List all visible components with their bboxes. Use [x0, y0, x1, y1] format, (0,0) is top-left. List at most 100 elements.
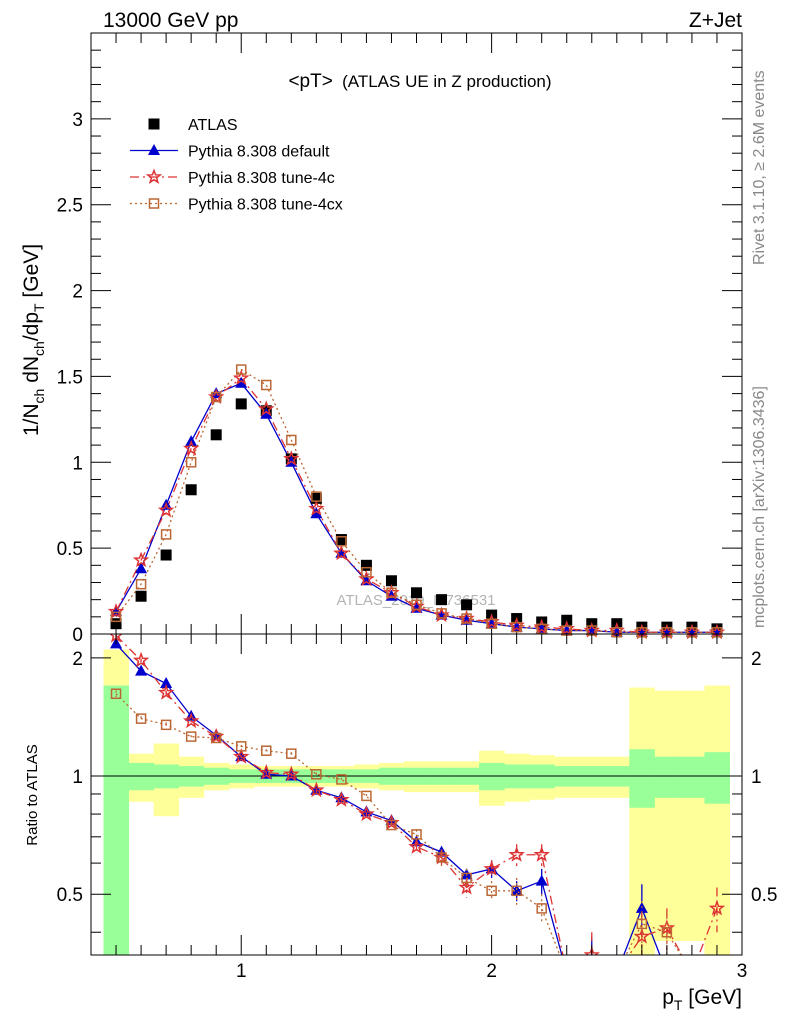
ratio-series-line-1: [115, 635, 718, 955]
ratio-series-2-point: [261, 745, 272, 756]
main-series-3-point: [185, 457, 197, 468]
main-series-3-point: [210, 391, 222, 403]
ratio-series-1-point: [358, 805, 375, 822]
ratio-series-2-point: [235, 741, 247, 752]
main-y-axis-label: 1/Nch dNch/dpT [GeV]: [20, 244, 47, 436]
ratio-series-2-point: [436, 852, 447, 863]
ratio-series-1-point: [708, 899, 726, 916]
ratio-band-green: [629, 749, 655, 808]
legend-marker: [145, 168, 163, 185]
ratio-series-0-point: [686, 966, 698, 977]
ratio-series-2-point: [486, 885, 497, 897]
main-series-3-point: [361, 566, 372, 578]
legend-marker: [148, 144, 160, 155]
ratio-frame-group: 0.5 0.5 1 1 2 2 1 2 3: [57, 633, 777, 982]
legend-entry: Pythia 8.308 default: [130, 144, 330, 161]
ratio-band-green: [128, 762, 155, 791]
main-series-0-point: [461, 599, 473, 611]
ratio-series-0-point: [561, 966, 573, 977]
main-series-1-point: [135, 562, 148, 574]
ratio-series-1-point: [611, 966, 623, 978]
ratio-series-0-point: [711, 966, 723, 977]
main-series-3-point: [536, 623, 547, 635]
legend-label: Pythia 8.308 default: [188, 144, 330, 161]
main-series-3-point: [261, 379, 272, 391]
main-series-0-point: [310, 492, 322, 504]
ratio-series-0-point: [160, 677, 173, 689]
legend-label: ATLAS: [188, 117, 238, 134]
main-series-0-point: [360, 559, 372, 571]
main-series-0-point: [135, 590, 147, 602]
main-series-2-point: [283, 450, 300, 466]
x-tick-label: 3: [737, 961, 748, 982]
mcplots-side-label: mcplots.cern.ch [arXiv:1306.3436]: [751, 386, 768, 628]
main-y-tick-label: 2.5: [57, 196, 83, 217]
ratio-series-2-point: [185, 731, 197, 742]
main-series-3-point: [386, 587, 397, 599]
ratio-series-0-point: [611, 966, 623, 977]
ratio-series-1-point: [583, 946, 601, 955]
main-series-0-point: [335, 534, 347, 546]
main-plot-area: 0 0.5 1 1.5 2 2.5 3: [57, 32, 743, 646]
ratio-y-tick-label-right: 1: [751, 767, 762, 788]
main-series-3-point: [160, 529, 172, 540]
main-y-tick-label: 0.5: [57, 539, 83, 560]
main-y-tick-label: 2: [72, 282, 83, 303]
main-y-tick-label: 0: [72, 625, 83, 646]
main-y-tick-label: 1: [72, 453, 83, 474]
legend-marker: [148, 198, 160, 209]
ratio-series-1-point: [157, 684, 175, 700]
ratio-series-line-0: [115, 643, 661, 955]
ratio-content: [91, 634, 742, 978]
legend-label: Pythia 8.308 tune-4c: [188, 170, 335, 187]
main-series-2-point: [157, 501, 175, 518]
ratio-series-1-point: [258, 763, 275, 780]
ratio-series-2-point: [587, 968, 596, 977]
main-series-2-point: [232, 369, 250, 386]
main-series-3-point: [436, 608, 447, 619]
ratio-series-0-point: [385, 814, 398, 826]
ratio-y-tick-label: 0.5: [57, 885, 83, 906]
main-y-tick-label: 1.5: [57, 367, 83, 388]
ratio-series-2-point: [636, 918, 648, 930]
ratio-series-2-point: [336, 774, 347, 785]
main-series-3-point: [336, 536, 347, 547]
main-series-3-point: [110, 611, 122, 623]
ratio-y-tick-label: 2: [72, 649, 83, 670]
ratio-series-2-point: [461, 872, 472, 884]
x-axis-label: pT [GeV]: [662, 986, 742, 1013]
chart-title-sub: (ATLAS UE in Z production): [342, 72, 551, 91]
main-frame-group: 0 0.5 1 1.5 2 2.5 3: [57, 32, 743, 646]
main-series-2-point: [132, 551, 150, 568]
ratio-series-2-point: [511, 885, 522, 897]
ratio-y-tick-label-right: 2: [751, 649, 762, 670]
ratio-series-2-point: [562, 968, 571, 977]
ratio-series-2-point: [661, 926, 673, 938]
ratio-y-axis-label: Ratio to ATLAS: [24, 744, 41, 845]
ratio-plot-area: 0.5 0.5 1 1 2 2 1 2 3: [57, 633, 777, 982]
main-series-0-point: [235, 398, 247, 410]
ratio-series-2-point: [712, 968, 721, 977]
ratio-series-2-point: [612, 968, 621, 977]
ratio-band-green: [654, 756, 680, 798]
ratio-y-tick-label: 1: [72, 767, 83, 788]
ratio-series-1-point: [533, 846, 550, 862]
ratio-series-1-point: [458, 878, 475, 895]
main-series-3-point: [286, 434, 297, 446]
main-series-0-point: [436, 594, 448, 606]
legend: ATLAS Pythia 8.308 default Pythia 8.308 tu…: [130, 117, 343, 214]
ratio-band-green: [479, 762, 505, 791]
rivet-side-label: Rivet 3.1.10, ≥ 2.6M events: [751, 70, 768, 265]
legend-entry: Pythia 8.308 tune-4cx: [130, 197, 343, 214]
ratio-series-line-2: [115, 693, 682, 955]
legend-entry: Pythia 8.308 tune-4c: [130, 168, 335, 187]
ratio-series-1-point: [658, 919, 676, 936]
chart-title: <pT> (ATLAS UE in Z production): [288, 71, 551, 92]
ratio-band-green: [704, 752, 730, 804]
ratio-band-green: [103, 685, 130, 955]
ratio-series-2-point: [135, 713, 147, 724]
ratio-band-yellow: [679, 690, 705, 941]
legend-label: Pythia 8.308 tune-4cx: [188, 197, 343, 214]
main-series-3-point: [235, 364, 247, 375]
